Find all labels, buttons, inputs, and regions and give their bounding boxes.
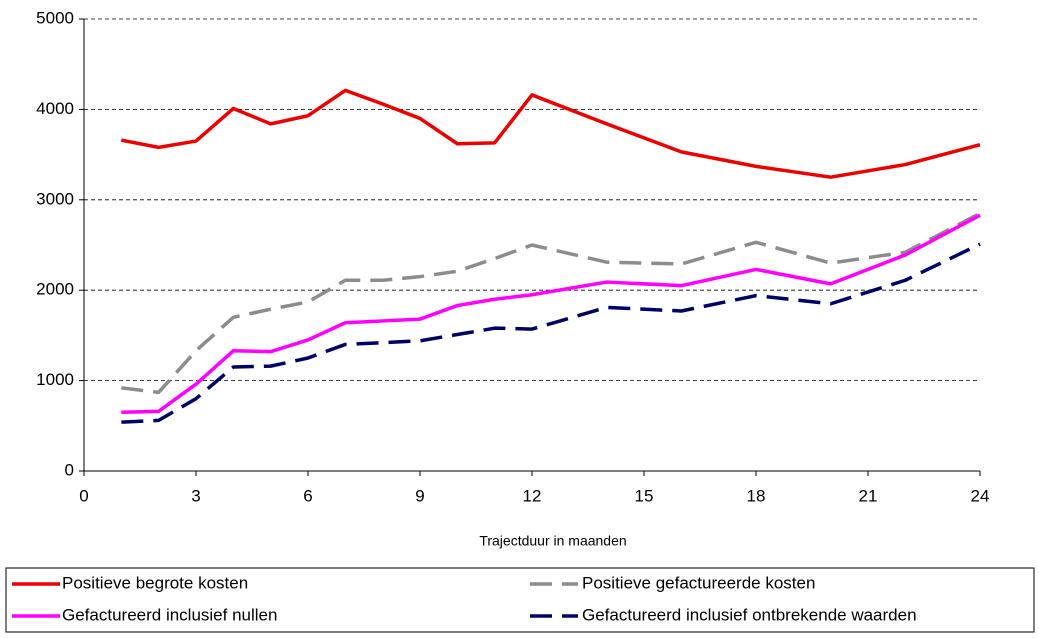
x-tick-label: 18 xyxy=(747,486,766,505)
legend-label: Positieve begrote kosten xyxy=(62,573,248,592)
legend-label: Positieve gefactureerde kosten xyxy=(582,573,815,592)
x-tick-label: 24 xyxy=(971,486,990,505)
y-tick-label: 4000 xyxy=(36,99,74,118)
series-line xyxy=(121,213,981,414)
y-tick-label: 5000 xyxy=(36,8,74,27)
x-tick-label: 9 xyxy=(415,486,424,505)
series-line xyxy=(121,242,981,424)
y-tick-label: 3000 xyxy=(36,189,74,208)
x-tick-label: 12 xyxy=(523,486,542,505)
legend-box xyxy=(5,567,1035,633)
series-line xyxy=(121,211,981,395)
x-tick-label: 21 xyxy=(859,486,878,505)
legend-label: Gefactureerd inclusief ontbrekende waard… xyxy=(582,605,917,624)
x-tick-label: 6 xyxy=(303,486,312,505)
y-tick-label: 1000 xyxy=(36,370,74,389)
x-tick-label: 3 xyxy=(191,486,200,505)
y-tick-label: 0 xyxy=(65,460,74,479)
y-tick-label: 2000 xyxy=(36,280,74,299)
legend-label: Gefactureerd inclusief nullen xyxy=(62,605,277,624)
x-axis-label: Trajectduur in maanden xyxy=(479,533,626,549)
x-tick-label: 0 xyxy=(79,486,88,505)
series-line xyxy=(121,88,981,179)
x-tick-label: 15 xyxy=(635,486,654,505)
